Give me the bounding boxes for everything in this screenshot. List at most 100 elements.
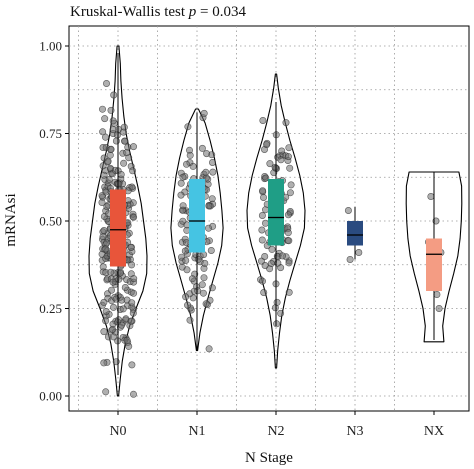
data-point (107, 268, 115, 276)
data-point (198, 144, 206, 152)
data-point (102, 133, 110, 141)
data-point (119, 128, 127, 136)
data-point (184, 123, 192, 131)
data-point (105, 176, 113, 184)
data-point (202, 300, 210, 308)
data-point (200, 109, 208, 117)
data-point (102, 317, 110, 325)
data-point (110, 91, 118, 99)
data-point (130, 143, 138, 151)
data-point (109, 117, 117, 125)
chart-title: Kruskal-Wallis test p = 0.034 (70, 4, 246, 20)
data-point (121, 137, 129, 145)
data-point (282, 119, 290, 127)
data-point (261, 253, 269, 261)
data-point (273, 298, 281, 306)
chart-title-stat-symbol: p (188, 4, 197, 20)
data-point (115, 180, 123, 188)
data-point (128, 361, 136, 369)
data-point (346, 255, 354, 263)
data-point (286, 164, 294, 172)
x-tick-label: N2 (267, 424, 284, 439)
data-point (103, 80, 111, 88)
data-point (261, 261, 269, 269)
y-tick-label: 1.00 (39, 39, 62, 54)
data-point (194, 255, 202, 263)
data-point (99, 233, 107, 241)
data-point (130, 275, 138, 283)
data-point (99, 105, 107, 113)
data-point (182, 256, 190, 264)
data-point (355, 249, 363, 257)
data-point (110, 303, 118, 311)
data-point (189, 162, 197, 170)
data-point (258, 277, 266, 285)
data-point (263, 141, 271, 149)
data-point (285, 144, 293, 152)
data-point (100, 171, 108, 179)
data-point (285, 259, 293, 267)
data-point (115, 316, 123, 324)
data-point (208, 284, 216, 292)
data-point (284, 229, 292, 237)
y-axis-title: mRNAsi (3, 193, 19, 246)
data-point (285, 237, 293, 245)
box-N0 (110, 189, 126, 267)
data-point (101, 115, 109, 123)
data-point (344, 207, 352, 215)
data-point (205, 202, 213, 210)
data-point (130, 213, 138, 221)
data-point (102, 388, 110, 396)
data-point (100, 227, 108, 235)
data-point (284, 211, 292, 219)
box-NX (426, 238, 442, 291)
data-point (103, 203, 111, 211)
data-point (100, 328, 108, 336)
data-point (181, 247, 189, 255)
data-point (188, 275, 196, 283)
data-point (202, 168, 210, 176)
x-tick-label: N0 (109, 424, 126, 439)
data-point (182, 239, 190, 247)
data-point (107, 106, 115, 114)
data-point (109, 325, 117, 333)
data-point (258, 212, 266, 220)
data-point (205, 224, 213, 232)
y-tick-label: 0.75 (39, 126, 62, 141)
chart-title-text: Kruskal-Wallis test (70, 4, 186, 20)
data-point (100, 359, 108, 367)
x-tick-label: N1 (188, 424, 205, 439)
data-point (427, 193, 435, 201)
plot-panel (68, 25, 470, 412)
y-tick-label: 0.25 (39, 301, 62, 316)
data-point (127, 317, 135, 325)
x-axis-ticks: N0 N1 N2 N3 NX (109, 411, 444, 439)
data-point (278, 252, 286, 260)
data-point (258, 236, 266, 244)
data-point (203, 150, 211, 158)
data-point (130, 390, 138, 398)
data-point (99, 128, 107, 136)
data-point (113, 131, 121, 139)
box-N3 (347, 221, 363, 246)
data-point (102, 307, 110, 315)
boxplots (110, 53, 442, 375)
data-point (186, 316, 194, 324)
data-point (259, 117, 267, 125)
data-point (205, 345, 213, 353)
data-point (115, 275, 123, 283)
data-point (177, 179, 185, 187)
data-point (261, 219, 269, 227)
data-point (277, 156, 285, 164)
data-point (130, 289, 138, 297)
data-point (179, 173, 187, 181)
x-tick-label: N3 (346, 424, 363, 439)
data-point (207, 247, 215, 255)
data-point (209, 168, 217, 176)
data-point (200, 274, 208, 282)
box-N1 (189, 179, 205, 253)
data-point (287, 181, 295, 189)
data-point (117, 171, 125, 179)
data-point (107, 145, 115, 153)
